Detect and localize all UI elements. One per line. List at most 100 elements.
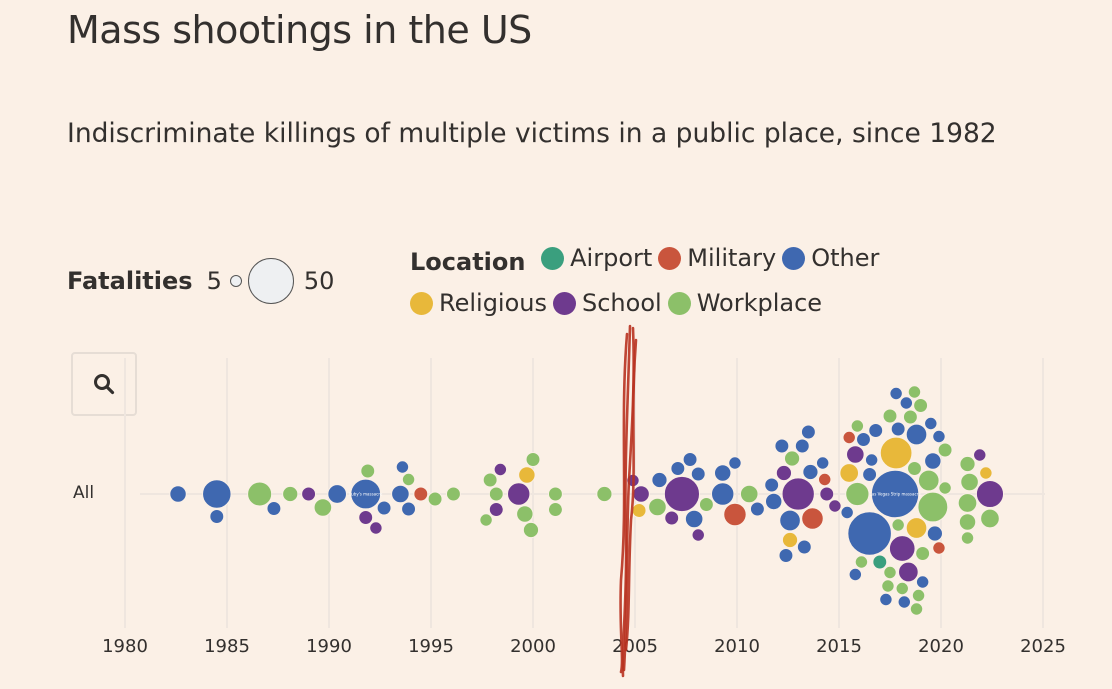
bubble-other (391, 484, 410, 504)
bubble-other (779, 509, 801, 532)
bubble-workplace (488, 486, 504, 502)
bubble-other (682, 452, 698, 467)
bubble-other (169, 485, 187, 503)
bubble-workplace (282, 485, 299, 503)
bubble-other (376, 500, 392, 516)
bubble-other (889, 386, 903, 401)
legend-item-label: Workplace (696, 289, 823, 317)
bubble-workplace (313, 498, 333, 517)
bubble-school (775, 464, 793, 482)
bubble-workplace (401, 472, 416, 487)
bubble-workplace (482, 472, 498, 488)
bubble-workplace (525, 452, 541, 467)
bubble-workplace (917, 469, 940, 492)
x-tick-label: 2025 (1020, 636, 1066, 657)
x-tick-label: 1990 (306, 636, 352, 657)
bubble-label: Luby's massacre (349, 492, 383, 497)
location-legend-label: Location (410, 248, 526, 276)
bubble-workplace (960, 472, 979, 492)
bubble-other (915, 575, 930, 589)
large-circle-icon (247, 258, 294, 304)
bubble-other (868, 423, 884, 438)
bubble-workplace (881, 579, 895, 593)
bubble-other (778, 548, 794, 563)
bubble-airport (872, 554, 888, 570)
bubble-other (796, 539, 812, 555)
legend-dot-icon (410, 292, 433, 315)
legend-item-workplace: Workplace (667, 283, 823, 324)
legend-item-label: Military (687, 244, 777, 272)
bubble-workplace (522, 521, 540, 539)
bubble-other (764, 477, 780, 493)
bubble-school (975, 479, 1005, 509)
bubble-military (413, 486, 429, 502)
bubble-other (890, 421, 906, 437)
bubble-workplace (891, 518, 905, 532)
bubble-school (888, 535, 916, 562)
bubble-workplace (783, 450, 801, 467)
bubble-other (684, 509, 704, 529)
pen-annotation (624, 338, 638, 652)
bubble-workplace (850, 419, 865, 433)
bubble-other (932, 429, 946, 444)
x-tick-label: 1985 (204, 636, 250, 657)
bubble-other (848, 567, 863, 582)
legend-dot-icon (658, 247, 682, 270)
legend-item-label: Religious (439, 289, 547, 317)
size-legend-min: 5 (206, 267, 222, 295)
small-circle-icon (229, 275, 242, 287)
bubble-other (728, 456, 742, 470)
bubble-other (924, 452, 942, 470)
bubble-other (802, 463, 819, 481)
legend-dot-icon (782, 247, 806, 270)
legend-item-label: Airport (570, 244, 653, 272)
row-label-all: All (73, 483, 95, 503)
bubble-other (847, 511, 892, 556)
bubble-other (879, 592, 893, 607)
bubble-workplace (479, 513, 493, 527)
bubble-school (819, 486, 835, 502)
bubble-school (846, 445, 865, 464)
location-legend: Location Airport Military Other Religious Sc… (410, 238, 970, 328)
bubble-workplace (917, 491, 949, 523)
bubble-school (301, 486, 317, 502)
bubble-other (711, 482, 735, 506)
bubble-workplace (698, 497, 714, 512)
bubble-other (794, 438, 810, 454)
bubble-religious (979, 466, 993, 480)
bubble-other (864, 453, 879, 467)
bubble-other (651, 471, 668, 489)
page-title: Mass shootings in the US (67, 8, 532, 52)
bubble-other (905, 423, 928, 446)
page-subtitle: Indiscriminate killings of multiple vict… (67, 118, 997, 149)
legend-item-religious: Religious (410, 283, 547, 324)
bubble-religious (781, 531, 799, 549)
bubble-other (350, 478, 382, 510)
bubble-other (926, 525, 944, 542)
bubble-military (723, 502, 747, 527)
bubble-workplace (911, 588, 926, 603)
bubble-other (202, 479, 232, 509)
bubble-workplace (547, 486, 563, 502)
legend-dot-icon (553, 292, 576, 315)
bubble-other (670, 461, 686, 476)
legend-item-label: School (582, 289, 662, 317)
bubble-school (691, 528, 705, 542)
bubble-school (358, 510, 374, 525)
bubble-military (932, 541, 946, 555)
size-legend-max: 50 (303, 267, 335, 295)
x-tick-label: 2005 (612, 636, 658, 657)
bubble-school (898, 561, 919, 583)
bubble-other (764, 492, 783, 511)
bubble-workplace (980, 508, 1000, 529)
legend-item-airport: Airport (541, 238, 652, 279)
bubble-school (781, 477, 815, 511)
bubble-other (862, 467, 878, 482)
bubble-other (774, 438, 790, 454)
bubble-workplace (907, 461, 922, 476)
bubble-military (817, 472, 832, 487)
bubble-other (749, 501, 765, 517)
x-tick-label: 1995 (408, 636, 454, 657)
bubble-workplace (247, 481, 273, 507)
